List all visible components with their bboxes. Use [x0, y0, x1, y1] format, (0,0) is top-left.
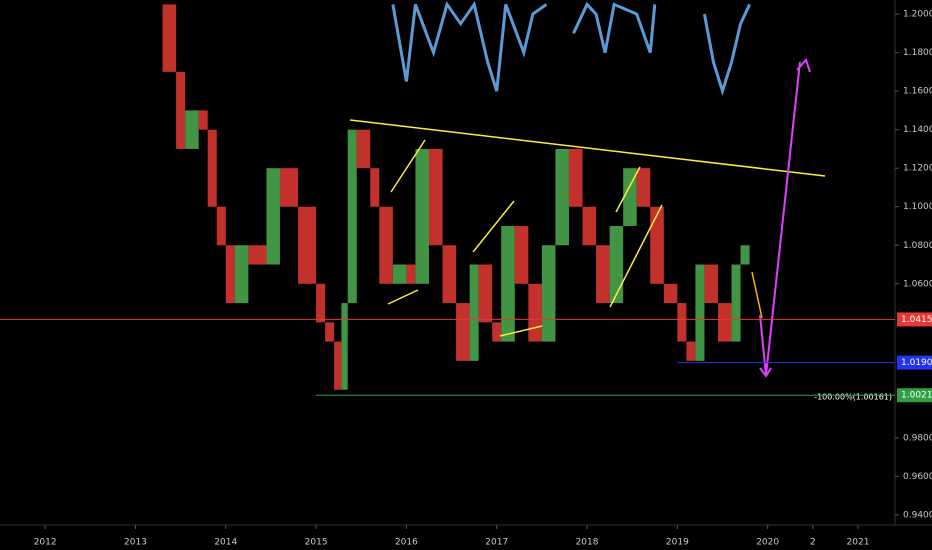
- drawings: [349, 58, 826, 378]
- price-bar: [636, 168, 651, 207]
- price-bar: [528, 283, 542, 342]
- price-bar: [406, 264, 416, 284]
- fib-label: -100.00%(1.00161): [814, 393, 892, 402]
- x-tick-label: 2013: [124, 538, 147, 548]
- x-tick-label: 2020: [756, 538, 779, 548]
- price-bar: [334, 341, 342, 390]
- trendline: [499, 325, 543, 337]
- trendline: [472, 200, 515, 253]
- price-bar: [704, 264, 718, 304]
- trendline: [390, 139, 426, 193]
- x-tick-label: 2018: [576, 538, 599, 548]
- price-bar: [555, 148, 569, 246]
- level-label: 1.00216: [901, 391, 932, 401]
- price-bar: [216, 206, 226, 246]
- price-bar: [650, 206, 664, 284]
- price-bar: [279, 168, 299, 207]
- price-bar: [541, 245, 556, 342]
- price-bar: [686, 341, 696, 361]
- price-bar: [582, 206, 597, 246]
- price-bar: [266, 168, 280, 265]
- price-bar: [568, 148, 583, 207]
- price-bar: [469, 264, 479, 361]
- price-bar: [456, 303, 470, 361]
- x-tick-label: 2021: [847, 538, 870, 548]
- price-bar: [347, 129, 357, 304]
- x-tick-label: 2: [810, 538, 816, 548]
- price-bar: [478, 264, 493, 323]
- x-tick-label: 2017: [485, 538, 508, 548]
- price-bar: [514, 225, 529, 284]
- level-label: 1.01909: [901, 358, 932, 368]
- y-tick-label: 1.12000: [903, 164, 932, 174]
- price-bar: [623, 168, 637, 226]
- price-bar: [428, 148, 443, 246]
- price-bar: [596, 245, 610, 304]
- price-bar: [663, 283, 678, 304]
- price-bar: [492, 322, 502, 342]
- y-tick-label: 1.16000: [903, 87, 932, 97]
- price-bar: [442, 245, 457, 304]
- price-bar: [415, 148, 429, 284]
- price-bar: [392, 264, 407, 284]
- price-bar: [740, 245, 750, 265]
- price-bar: [370, 168, 380, 207]
- y-tick-label: 1.20000: [903, 10, 932, 20]
- price-bar: [248, 245, 267, 265]
- price-bar: [176, 71, 186, 149]
- level-label: 1.04150: [901, 315, 932, 325]
- price-bar: [341, 303, 348, 390]
- price-bar: [198, 110, 208, 130]
- y-tick-label: 1.14000: [903, 125, 932, 135]
- price-bar: [225, 245, 235, 304]
- y-tick-label: 1.08000: [903, 241, 932, 251]
- x-tick-label: 2019: [666, 538, 689, 548]
- trendline: [609, 204, 663, 308]
- trendline: [349, 119, 826, 177]
- arrow-head: [796, 58, 811, 73]
- price-bar: [609, 225, 624, 304]
- price-bar: [356, 129, 371, 169]
- x-tick-label: 2014: [214, 538, 237, 548]
- price-bar: [185, 110, 199, 149]
- price-bar: [731, 264, 741, 342]
- x-tick-label: 2016: [395, 538, 418, 548]
- price-bar: [325, 322, 335, 342]
- price-bar: [379, 206, 393, 284]
- price-bar: [207, 129, 217, 207]
- y-tick-label: 1.10000: [903, 202, 932, 212]
- price-bar: [234, 245, 249, 304]
- trendline: [615, 166, 641, 213]
- price-bar: [316, 283, 326, 323]
- level-label-box: [897, 312, 932, 327]
- projection-arrow: [759, 61, 801, 376]
- projection: [751, 271, 763, 319]
- y-tick-label: 1.18000: [903, 48, 932, 58]
- trendline: [387, 289, 419, 305]
- level-label-box: [897, 355, 932, 370]
- x-tick-label: 2012: [34, 538, 57, 548]
- level-label-box: [897, 388, 932, 403]
- arrow-head: [759, 367, 772, 378]
- price-bar: [695, 264, 705, 361]
- price-bar: [298, 206, 317, 284]
- oscillator-line: [391, 0, 751, 97]
- price-bar: [501, 225, 515, 342]
- x-tick-label: 2015: [305, 538, 328, 548]
- price-bar: [162, 4, 177, 72]
- price-bar: [717, 303, 732, 342]
- price-bar: [677, 303, 687, 342]
- y-tick-label: 0.94000: [903, 510, 932, 520]
